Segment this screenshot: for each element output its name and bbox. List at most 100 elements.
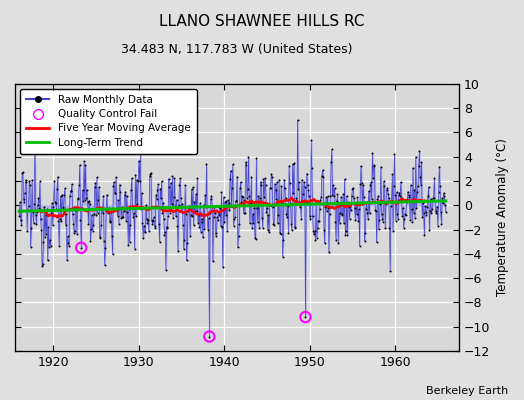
Point [271, 187, 280, 193]
Point [333, 198, 341, 204]
Point [409, 210, 418, 216]
Point [230, 222, 238, 229]
Point [74, 195, 83, 201]
Point [429, 195, 437, 202]
Point [150, 214, 158, 220]
Point [130, 210, 138, 216]
Point [105, 218, 114, 225]
Point [243, 194, 252, 201]
Point [170, 194, 178, 200]
Point [16, 217, 25, 223]
Point [39, 239, 48, 246]
Point [54, 218, 62, 225]
Point [103, 208, 112, 214]
Point [131, 171, 139, 178]
Point [331, 219, 340, 226]
Point [337, 194, 345, 200]
Point [102, 208, 111, 214]
Point [425, 226, 433, 233]
Point [63, 257, 71, 263]
Point [216, 222, 225, 229]
Point [213, 214, 221, 220]
Point [108, 251, 117, 257]
Point [345, 204, 353, 210]
Point [402, 199, 411, 206]
Point [208, 204, 216, 210]
Point [414, 183, 422, 189]
Point [99, 193, 107, 199]
Point [111, 190, 119, 196]
Point [206, 196, 215, 202]
Point [196, 228, 205, 235]
Point [379, 219, 387, 225]
Point [90, 211, 98, 217]
Point [22, 179, 30, 185]
Point [434, 189, 443, 195]
Point [122, 217, 130, 224]
Title: 34.483 N, 117.783 W (United States): 34.483 N, 117.783 W (United States) [122, 43, 353, 56]
Point [435, 163, 443, 170]
Point [391, 217, 400, 224]
Point [355, 242, 364, 249]
Point [353, 211, 361, 218]
Point [260, 175, 269, 181]
Point [397, 195, 406, 201]
Point [430, 175, 439, 181]
Point [317, 194, 325, 200]
Point [51, 200, 60, 206]
Point [256, 179, 265, 185]
Point [142, 202, 150, 208]
Point [59, 203, 67, 210]
Point [94, 197, 103, 204]
Point [97, 205, 106, 212]
Point [357, 179, 366, 186]
Point [65, 243, 73, 250]
Point [422, 212, 431, 218]
Point [145, 173, 154, 180]
Point [266, 184, 275, 191]
Point [264, 212, 272, 218]
Point [325, 249, 333, 255]
Point [204, 226, 212, 233]
Point [408, 219, 417, 226]
Point [41, 211, 50, 218]
Point [328, 146, 336, 152]
Point [116, 189, 125, 195]
Point [291, 224, 299, 231]
Point [385, 224, 394, 231]
Point [417, 182, 425, 188]
Point [421, 203, 429, 209]
Point [31, 137, 39, 143]
Point [150, 223, 159, 229]
Point [294, 186, 302, 192]
Point [200, 226, 209, 232]
Point [270, 181, 279, 187]
Point [269, 221, 278, 228]
Point [55, 243, 63, 249]
Point [283, 202, 292, 209]
Point [351, 205, 359, 211]
Point [280, 176, 288, 183]
Point [339, 211, 347, 217]
Point [403, 196, 411, 202]
Point [224, 200, 233, 207]
Point [257, 182, 266, 188]
Point [148, 221, 157, 228]
Point [373, 239, 381, 245]
Point [438, 195, 446, 202]
Point [404, 188, 412, 195]
Point [176, 175, 184, 182]
Point [51, 198, 59, 205]
Point [83, 186, 91, 193]
Point [167, 180, 175, 186]
Point [358, 200, 367, 207]
Point [59, 205, 68, 212]
Point [199, 234, 207, 240]
Point [165, 184, 173, 191]
Point [183, 240, 191, 246]
Point [86, 238, 95, 245]
Point [439, 200, 447, 206]
Point [42, 231, 50, 237]
Point [34, 195, 42, 201]
Point [179, 222, 187, 229]
